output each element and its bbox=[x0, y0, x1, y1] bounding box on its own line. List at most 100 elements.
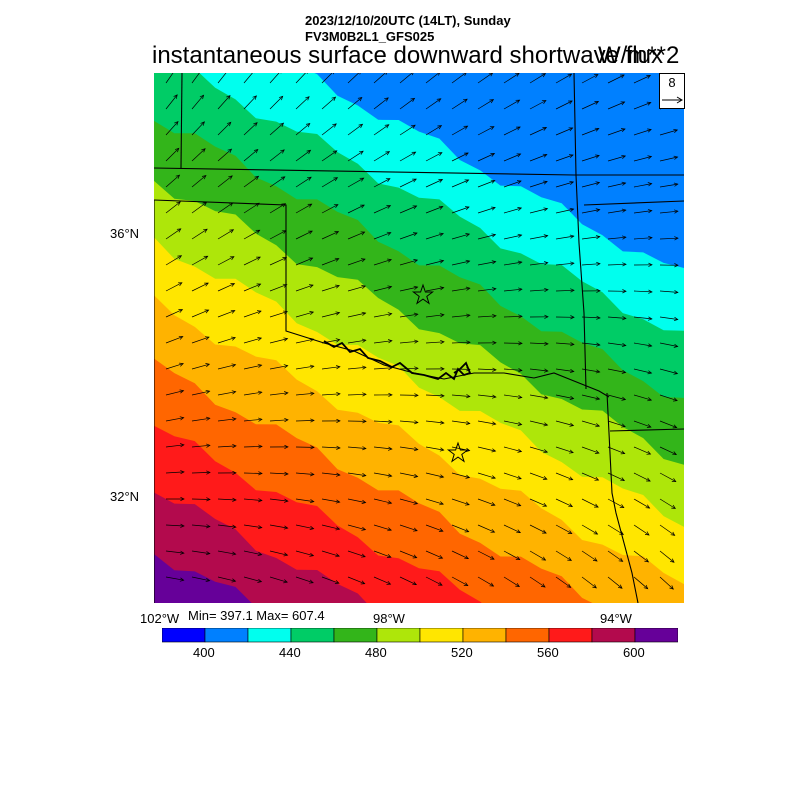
wind-arrow bbox=[607, 74, 625, 84]
lon-label-94w: 94°W bbox=[600, 611, 632, 626]
legend-label-560: 560 bbox=[537, 645, 559, 660]
wind-arrow bbox=[217, 470, 237, 476]
wind-arrow bbox=[321, 472, 341, 477]
wind-arrow bbox=[451, 313, 471, 318]
wind-arrow bbox=[503, 498, 522, 507]
wind-arrow bbox=[217, 497, 237, 502]
wind-arrow bbox=[503, 180, 522, 188]
wind-arrow bbox=[269, 576, 288, 584]
wind-arrow bbox=[633, 289, 653, 294]
wind-arrow bbox=[451, 286, 471, 292]
wind-arrow bbox=[451, 340, 471, 345]
wind-arrow bbox=[503, 368, 523, 373]
wind-arrow bbox=[607, 446, 626, 455]
wind-arrow bbox=[217, 256, 235, 266]
wind-arrow bbox=[347, 311, 367, 318]
wind-arrow bbox=[321, 445, 341, 450]
wind-arrow bbox=[581, 576, 597, 589]
wind-arrow bbox=[633, 576, 649, 590]
wind-arrow bbox=[373, 339, 393, 344]
wind-arrow bbox=[321, 365, 341, 370]
wind-arrow bbox=[529, 73, 547, 84]
wind-arrow bbox=[633, 262, 653, 267]
wind-arrow bbox=[373, 231, 392, 240]
wind-arrow bbox=[555, 154, 574, 162]
wind-arrow bbox=[191, 389, 211, 396]
wind-arrow bbox=[295, 364, 315, 370]
legend-label-480: 480 bbox=[365, 645, 387, 660]
wind-arrow bbox=[191, 228, 208, 240]
wind-arrow bbox=[451, 179, 470, 188]
wind-arrow bbox=[165, 389, 185, 396]
wind-arrow bbox=[399, 524, 418, 532]
wind-arrow bbox=[633, 472, 651, 482]
wind-arrow bbox=[295, 418, 315, 423]
wind-arrow bbox=[269, 95, 284, 110]
wind-arrow bbox=[165, 147, 180, 162]
wind-arrow bbox=[425, 259, 445, 266]
wind-arrow bbox=[269, 337, 289, 344]
wind-arrow bbox=[607, 420, 626, 428]
wind-arrow bbox=[399, 339, 419, 344]
wind-arrow bbox=[451, 394, 471, 399]
wind-arrow bbox=[217, 363, 237, 370]
wind-arrow bbox=[659, 420, 678, 429]
wind-arrow bbox=[399, 73, 414, 84]
wind-arrow bbox=[243, 363, 263, 370]
wind-arrow bbox=[555, 524, 573, 534]
wind-arrow bbox=[191, 148, 206, 162]
wind-arrow bbox=[399, 232, 418, 240]
wind-arrow bbox=[243, 148, 259, 162]
wind-arrow bbox=[373, 419, 393, 424]
wind-arrow bbox=[529, 498, 548, 507]
wind-arrow bbox=[373, 472, 393, 478]
wind-arrow bbox=[243, 390, 263, 396]
wind-arrow bbox=[347, 338, 367, 344]
wind-arrow bbox=[555, 394, 575, 400]
legend-label-600: 600 bbox=[623, 645, 645, 660]
wind-arrow bbox=[581, 550, 598, 562]
wind-arrow bbox=[529, 576, 546, 588]
wind-arrow bbox=[191, 363, 211, 370]
wind-arrow bbox=[503, 287, 523, 292]
wind-arrow bbox=[269, 73, 282, 84]
flux-color-bands bbox=[154, 73, 684, 603]
wind-arrow bbox=[217, 417, 237, 422]
wind-arrow bbox=[477, 524, 496, 533]
wind-arrow bbox=[191, 73, 200, 84]
wind-arrow bbox=[555, 73, 573, 84]
wind-arrow bbox=[269, 524, 289, 530]
wind-arrow bbox=[347, 123, 364, 136]
model-name: FV3M0B2L1_GFS025 bbox=[305, 29, 435, 44]
wind-arrow bbox=[165, 523, 185, 528]
wind-arrow bbox=[347, 258, 366, 266]
wind-arrow bbox=[451, 576, 469, 586]
wind-arrow bbox=[659, 182, 679, 188]
wind-arrow bbox=[633, 155, 653, 162]
wind-arrow bbox=[373, 178, 391, 188]
lat-label-36n: 36°N bbox=[110, 226, 140, 241]
lat-label-32n: 32°N bbox=[110, 489, 140, 504]
wind-arrow bbox=[425, 152, 443, 162]
wind-arrow bbox=[633, 446, 652, 455]
wind-arrow bbox=[243, 498, 263, 503]
wind-arrow bbox=[581, 420, 601, 428]
wind-arrow bbox=[399, 124, 416, 136]
legend-label-440: 440 bbox=[279, 645, 301, 660]
wind-arrow bbox=[555, 261, 575, 266]
wind-arrow bbox=[243, 256, 261, 266]
reference-vector-box: 8 bbox=[659, 73, 685, 109]
wind-arrow bbox=[217, 524, 237, 529]
wind-arrow bbox=[347, 419, 367, 424]
wind-arrow bbox=[191, 309, 210, 318]
wind-arrow bbox=[347, 392, 367, 397]
wind-arrow bbox=[217, 148, 233, 162]
wind-arrow bbox=[217, 229, 235, 240]
station-star-north bbox=[411, 283, 435, 305]
min-max-stats: Min= 397.1 Max= 607.4 bbox=[188, 608, 325, 623]
wind-arrow bbox=[477, 179, 496, 188]
wind-arrow bbox=[373, 205, 392, 214]
wind-arrow bbox=[191, 282, 209, 292]
station-star-south bbox=[446, 441, 470, 463]
wind-arrow bbox=[477, 206, 496, 214]
